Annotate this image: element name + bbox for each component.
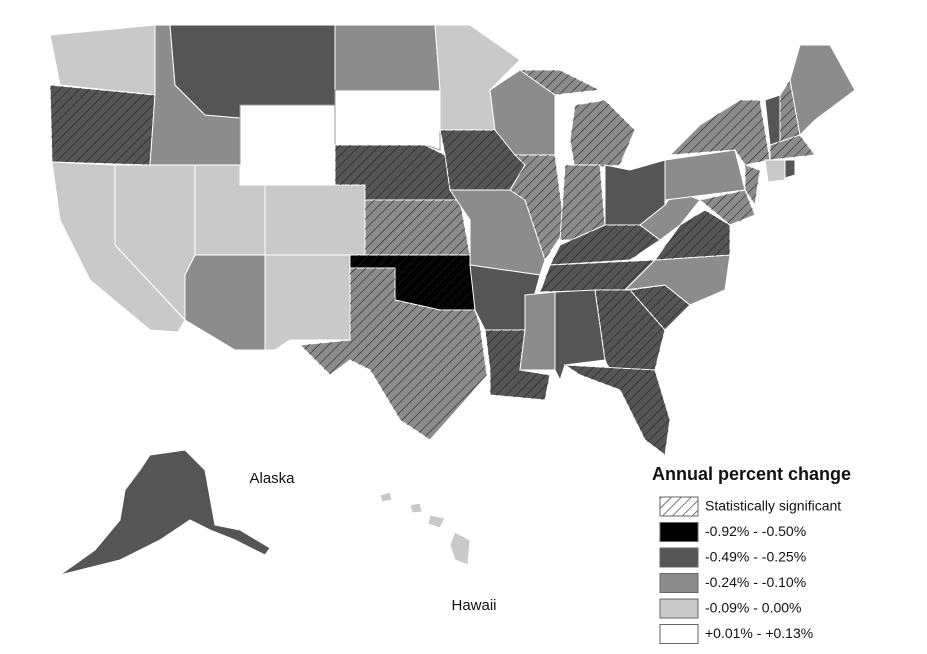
state <box>184 254 266 351</box>
significance-hatch <box>365 200 470 255</box>
region-label: Hawaii <box>451 597 496 614</box>
state <box>427 514 446 529</box>
state <box>169 24 336 119</box>
state <box>239 104 336 186</box>
region-label: Alaska <box>249 470 295 487</box>
significance-hatch <box>550 225 660 265</box>
significance-hatch <box>510 155 565 260</box>
legend-swatch <box>659 598 699 619</box>
legend-label: Statistically significant <box>705 498 841 514</box>
legend-label: -0.24% - -0.10% <box>705 574 806 590</box>
significance-hatch <box>485 330 550 400</box>
legend-label: -0.09% - 0.00% <box>705 600 802 616</box>
legend-label: +0.01% - +0.13% <box>705 625 813 641</box>
state <box>334 89 441 151</box>
legend: Statistically significant -0.92% - -0.50%… <box>659 496 841 644</box>
state <box>789 44 856 137</box>
state <box>334 24 441 91</box>
significance-hatch <box>670 100 770 165</box>
legend-swatch <box>659 624 699 644</box>
legend-label: -0.49% - -0.25% <box>705 549 806 565</box>
significance-hatch <box>655 210 730 260</box>
states <box>49 24 856 576</box>
legend-swatch <box>659 547 699 568</box>
significance-hatch <box>565 365 670 455</box>
state <box>409 502 423 514</box>
state <box>764 94 781 146</box>
significance-hatch <box>780 80 800 145</box>
significance-hatch <box>540 260 655 292</box>
state <box>264 184 366 256</box>
significance-hatch <box>50 85 155 165</box>
significance-hatch <box>520 70 600 95</box>
state <box>784 159 796 179</box>
significance-hatch <box>560 165 605 240</box>
state <box>49 24 156 96</box>
significance-hatch <box>570 100 635 170</box>
legend-label: -0.92% - -0.50% <box>705 523 806 539</box>
significance-hatch <box>745 165 760 205</box>
significance-hatch <box>630 285 690 330</box>
significance-hatch <box>770 135 815 160</box>
state <box>449 531 471 566</box>
state <box>519 291 556 371</box>
significance-hatch <box>440 130 525 190</box>
state <box>764 159 786 183</box>
legend-swatch <box>659 573 699 593</box>
significance-hatch <box>350 255 475 310</box>
legend-swatch <box>659 496 699 517</box>
state <box>264 254 351 351</box>
state <box>379 491 393 503</box>
state <box>59 449 271 576</box>
legend-title: Annual percent change <box>652 464 851 484</box>
significance-hatch <box>700 190 755 225</box>
significance-hatch <box>335 145 460 200</box>
significance-hatch <box>300 268 487 440</box>
legend-swatch <box>659 522 699 542</box>
